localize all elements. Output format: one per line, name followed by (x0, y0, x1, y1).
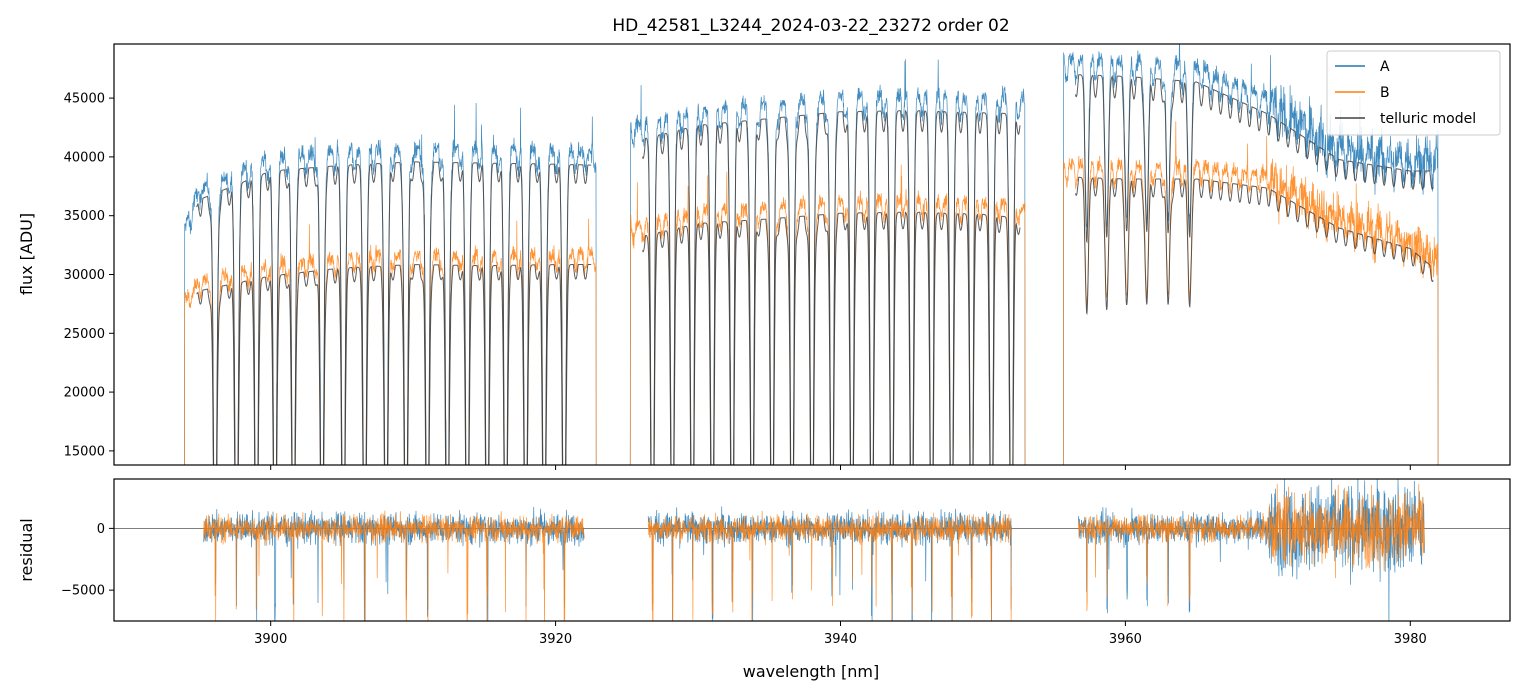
legend-box (1326, 50, 1501, 136)
bottom-axes-frame (113, 478, 1511, 622)
bottom-x-tick-label: 3940 (824, 632, 857, 647)
bottom-y-ticks: −5000 0 (61, 522, 114, 599)
bottom-y-tick-label: −5000 (61, 584, 105, 599)
legend-label-telluric: telluric model (1380, 111, 1476, 127)
legend-label-a: A (1380, 59, 1390, 75)
bottom-x-tick-label: 3960 (1109, 632, 1142, 647)
top-plot-area (184, 44, 1439, 465)
top-y-axis-label: flux [ADU] (17, 213, 36, 295)
top-y-tick-label: 15000 (64, 444, 105, 459)
x-axis-label: wavelength [nm] (743, 662, 880, 681)
bottom-x-tick-label: 3980 (1394, 632, 1427, 647)
bottom-axes: −5000 0 3900 3920 3940 3960 3980 residual wav… (17, 478, 1511, 681)
top-y-tick-label: 20000 (64, 386, 105, 401)
telluric-model-line-b (196, 176, 1434, 465)
top-y-tick-label: 35000 (64, 209, 105, 224)
bottom-y-axis-label: residual (17, 518, 36, 581)
top-y-tick-label: 40000 (64, 150, 105, 165)
top-x-ticks (270, 465, 1411, 470)
legend: A B telluric model (1326, 50, 1501, 136)
top-axes: 15000 20000 25000 30000 35000 40000 45000 flux… (17, 43, 1511, 470)
top-y-tick-label: 30000 (64, 268, 105, 283)
telluric-model-line-a (196, 74, 1434, 465)
residual-b-line (203, 483, 1425, 621)
top-y-ticks: 15000 20000 25000 30000 35000 40000 45000 (64, 92, 114, 459)
legend-label-b: B (1380, 85, 1390, 101)
bottom-x-tick-label: 3920 (539, 632, 572, 647)
top-y-tick-label: 25000 (64, 327, 105, 342)
bottom-x-ticks: 3900 3920 3940 3960 3980 (254, 621, 1427, 647)
bottom-plot-area (114, 479, 1510, 621)
bottom-x-tick-label: 3900 (254, 632, 287, 647)
top-axes-frame (113, 43, 1511, 466)
bottom-y-tick-label: 0 (97, 522, 105, 537)
chart-title: HD_42581_L3244_2024-03-22_23272 order 02 (612, 16, 1009, 36)
top-y-tick-label: 45000 (64, 92, 105, 107)
